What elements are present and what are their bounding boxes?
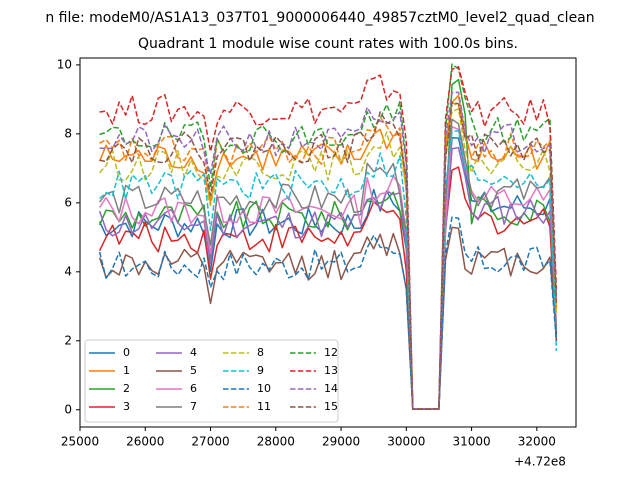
y-tick-label: 10 xyxy=(57,57,72,71)
legend-label: 2 xyxy=(123,382,130,395)
legend-label: 1 xyxy=(123,364,130,377)
axes: 25000 26000 27000 28000 29000 30000 31000 32000… xyxy=(57,57,556,448)
x-tick-label: 28000 xyxy=(257,435,295,449)
legend-label: 15 xyxy=(324,400,338,413)
legend-label: 0 xyxy=(123,346,130,359)
x-tick-label: 27000 xyxy=(191,435,229,449)
legend-label: 10 xyxy=(257,382,271,395)
legend-label: 4 xyxy=(190,346,197,359)
y-tick-label: 4 xyxy=(64,264,72,278)
series-line-8 xyxy=(99,108,558,410)
series-line-10 xyxy=(98,216,558,410)
chart-title: Quadrant 1 module wise count rates with … xyxy=(138,36,518,52)
legend-label: 13 xyxy=(324,364,338,377)
legend-label: 7 xyxy=(190,400,197,413)
series-line-3 xyxy=(98,166,558,410)
series-line-14 xyxy=(99,91,558,410)
series-line-15 xyxy=(99,101,558,410)
plot-content xyxy=(98,63,558,410)
legend-label: 5 xyxy=(190,364,197,377)
y-tick-label: 6 xyxy=(64,195,72,209)
series-line-1 xyxy=(98,94,558,410)
legend-box xyxy=(84,339,339,423)
legend-label: 3 xyxy=(123,400,130,413)
x-tick-label: 25000 xyxy=(61,435,99,449)
x-offset-label: +4.72e8 xyxy=(514,455,566,469)
x-tick-label: 32000 xyxy=(518,435,556,449)
series-line-4 xyxy=(98,146,558,410)
x-tick-label: 26000 xyxy=(126,435,164,449)
legend-label: 6 xyxy=(190,382,197,395)
legend-label: 14 xyxy=(324,382,338,395)
y-tick-label: 0 xyxy=(64,402,72,416)
plot-frame xyxy=(79,57,577,428)
y-tick-label: 2 xyxy=(64,333,72,347)
series-line-12 xyxy=(99,63,558,410)
x-tick-label: 30000 xyxy=(387,435,425,449)
legend-label: 8 xyxy=(257,346,264,359)
legend-label: 9 xyxy=(257,364,264,377)
figure-suptitle: n file: modeM0/AS1A13_037T01_9000006440_… xyxy=(45,10,594,26)
y-tick-label: 8 xyxy=(64,126,72,140)
x-tick-label: 31000 xyxy=(452,435,490,449)
legend-label: 11 xyxy=(257,400,271,413)
series-line-9 xyxy=(99,130,558,410)
x-tick-label: 29000 xyxy=(322,435,360,449)
legend-label: 12 xyxy=(324,346,338,359)
